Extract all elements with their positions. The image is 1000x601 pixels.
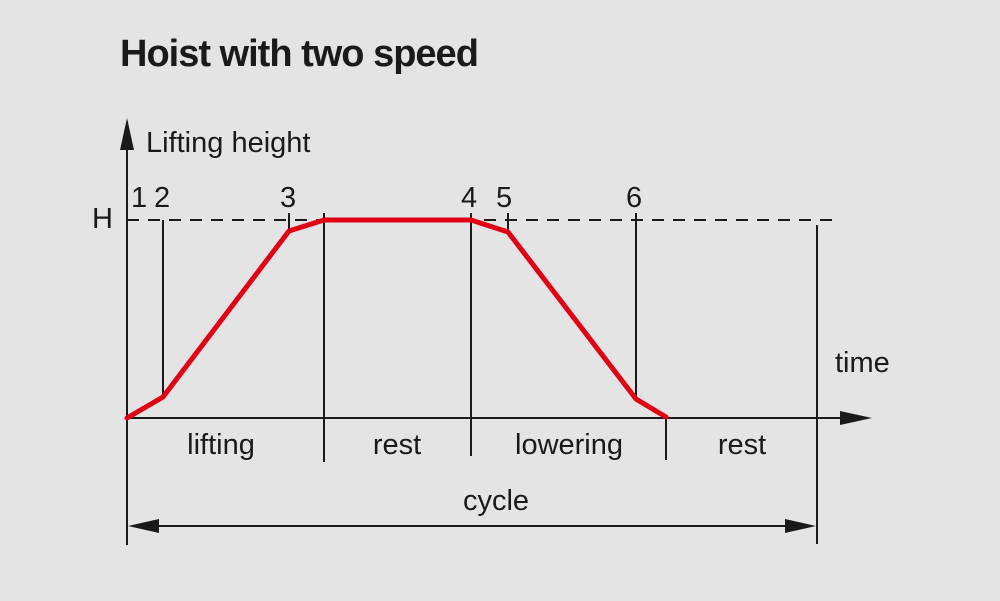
hoist-motion-curve — [124, 217, 669, 421]
height-h-label: H — [92, 203, 113, 235]
phase-label-rest-2: rest — [718, 429, 766, 461]
point-label-4: 4 — [461, 182, 477, 214]
cycle-arrow-left-head — [128, 519, 159, 533]
phase-label-lifting: lifting — [187, 429, 255, 461]
y-axis-label: Lifting height — [146, 127, 310, 159]
phase-label-rest-1: rest — [373, 429, 421, 461]
phase-label-lowering: lowering — [515, 429, 623, 461]
y-axis-arrow — [120, 118, 134, 150]
diagram-title: Hoist with two speed — [120, 33, 478, 75]
x-axis-label: time — [835, 347, 890, 379]
point-label-5: 5 — [496, 182, 512, 214]
point-label-3: 3 — [280, 182, 296, 214]
cycle-label: cycle — [463, 485, 529, 517]
x-axis-arrow — [840, 411, 872, 425]
cycle-arrow-right-head — [785, 519, 816, 533]
point-label-1: 1 — [131, 182, 147, 214]
point-label-2: 2 — [154, 182, 170, 214]
point-label-6: 6 — [626, 182, 642, 214]
